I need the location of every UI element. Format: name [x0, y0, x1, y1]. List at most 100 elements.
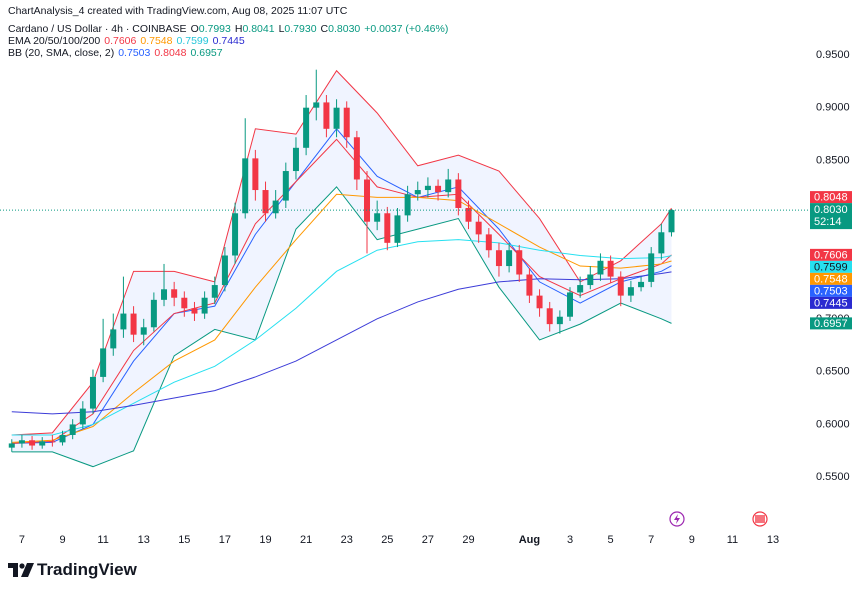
candle-body	[526, 274, 533, 296]
last-price-text: 0.8030	[814, 204, 848, 216]
price-label-box	[810, 317, 852, 330]
legend-value: 0.8041	[242, 23, 275, 35]
candle-body	[171, 289, 178, 298]
candle-body	[495, 250, 502, 267]
indicator-line	[11, 193, 672, 443]
legend-label: Cardano / US Dollar · 4h · COINBASE	[8, 23, 187, 35]
candle-body	[597, 260, 604, 275]
x-tick-label: 11	[727, 534, 738, 546]
x-tick-label: 21	[300, 534, 312, 546]
candle-body	[333, 107, 340, 129]
price-label-text: 0.7606	[814, 249, 848, 261]
candle-body	[272, 200, 279, 214]
candle-body	[567, 292, 574, 317]
candle-body	[577, 285, 584, 293]
legend-prefix: L	[278, 23, 285, 35]
price-label: 0.6957	[810, 317, 852, 330]
legend-value: +0.0037 (+0.46%)	[364, 23, 449, 35]
legend-value: 0.7503	[118, 47, 151, 59]
candle-body	[242, 158, 249, 214]
candle-body	[414, 190, 421, 195]
legend-prefix: H	[234, 23, 243, 35]
candle-body	[485, 234, 492, 251]
brand: TradingView	[8, 560, 137, 580]
x-tick-label: 25	[381, 534, 393, 546]
x-tick-label: 29	[462, 534, 474, 546]
candle-body	[475, 221, 482, 235]
candle-body	[211, 285, 218, 298]
candle-body	[638, 281, 645, 288]
candle-body	[292, 147, 299, 172]
legend-label: BB (20, SMA, close, 2)	[8, 47, 115, 59]
candle-body	[658, 232, 665, 254]
candle-body	[49, 441, 56, 443]
candle-body	[435, 185, 442, 193]
x-tick-label: 5	[608, 534, 614, 546]
x-tick-label: 7	[648, 534, 654, 546]
candle-body	[262, 190, 269, 214]
price-label-text: 0.8048	[814, 192, 848, 204]
candle-body	[648, 253, 655, 282]
candle-body	[89, 376, 96, 409]
candle-body	[445, 179, 452, 193]
candle-body	[8, 443, 15, 448]
last-price-box	[810, 203, 852, 230]
candle-body	[191, 308, 198, 314]
candle-body	[607, 260, 614, 277]
candle-body	[303, 107, 310, 148]
candle-body	[221, 255, 228, 286]
y-tick-label: 0.5500	[816, 471, 850, 483]
price-label: 0.7606	[810, 248, 852, 261]
legend-row: EMA 20/50/100/200 0.7606 0.7548 0.7599 0.744…	[8, 35, 452, 47]
legend-label: EMA 20/50/100/200	[8, 35, 101, 47]
candle-body	[282, 171, 289, 201]
legend-value: 0.7993	[198, 23, 231, 35]
attribution: ChartAnalysis_4 created with TradingView…	[8, 5, 348, 17]
y-tick-label: 0.9500	[816, 49, 850, 61]
price-label-box	[810, 284, 852, 297]
candle-body	[627, 287, 634, 296]
brand-logo	[8, 563, 34, 577]
candle-body	[465, 207, 472, 222]
legend-row: BB (20, SMA, close, 2) 0.7503 0.8048 0.6957	[8, 47, 452, 59]
x-tick-label: 13	[767, 534, 779, 546]
candle-body	[140, 327, 147, 335]
candle-body	[516, 250, 523, 275]
event-icon-glyph	[674, 514, 680, 524]
indicator-line	[11, 271, 672, 415]
candle-body	[617, 276, 624, 296]
y-tick-label: 0.6000	[816, 418, 850, 430]
price-label: 0.8048	[810, 191, 852, 204]
candle-body	[323, 102, 330, 129]
x-tick-label: 7	[19, 534, 25, 546]
price-label-box	[810, 272, 852, 285]
candle-body	[536, 295, 543, 309]
candle-body	[79, 408, 86, 425]
candle-body	[39, 441, 46, 446]
legend: ChartAnalysis_4 created with TradingView…	[8, 5, 452, 59]
y-tick-label: 0.8500	[816, 154, 850, 166]
indicator-line	[11, 186, 672, 468]
x-tick-label: 15	[178, 534, 190, 546]
legend-value: 0.6957	[190, 47, 223, 59]
candle-body	[110, 329, 117, 349]
price-label-text: 0.7445	[814, 297, 848, 309]
candle-body	[374, 213, 381, 222]
indicator-line	[11, 69, 672, 436]
candle-body	[394, 215, 401, 243]
candle-body	[201, 297, 208, 314]
y-tick-label: 0.6500	[816, 366, 850, 378]
x-tick-label: 3	[567, 534, 573, 546]
price-label-text: 0.6957	[814, 318, 848, 330]
y-tick-label: 0.9000	[816, 102, 850, 114]
candle-body	[424, 185, 431, 191]
x-tick-label: 13	[138, 534, 150, 546]
candle-body	[546, 308, 553, 325]
legend-prefix: O	[190, 23, 199, 35]
candle-body	[587, 274, 594, 286]
price-label: 0.7503	[810, 284, 852, 297]
price-label: 0.7599	[810, 260, 852, 273]
candle-body	[29, 440, 36, 446]
